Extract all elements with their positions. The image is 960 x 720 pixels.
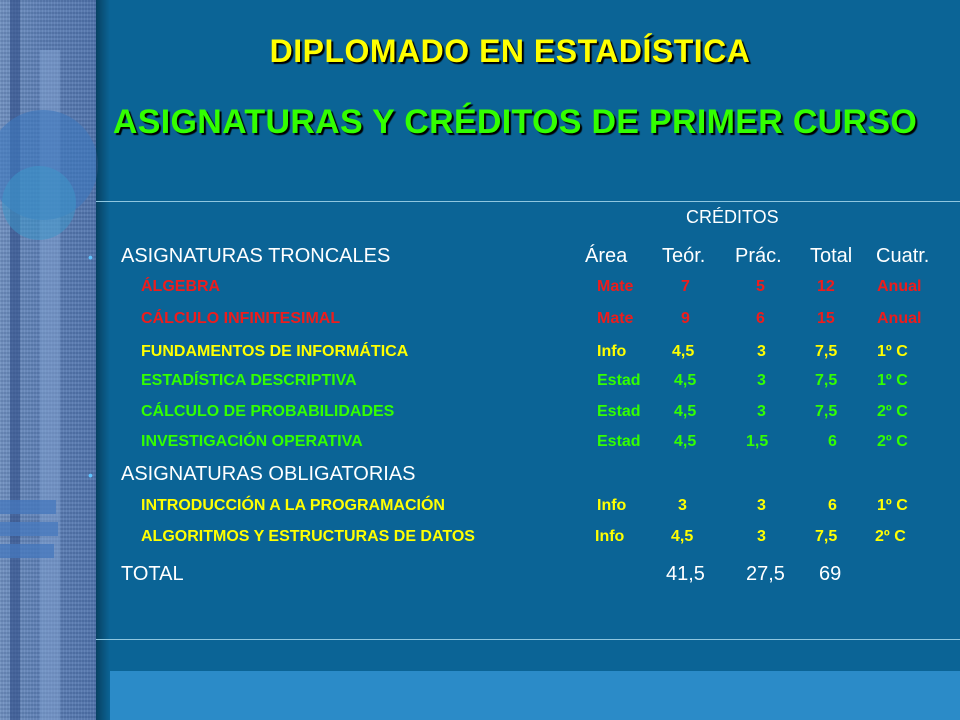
subject-total: 7,5	[815, 343, 838, 360]
subject-prac: 3	[757, 528, 766, 545]
subject-cuatr: Anual	[877, 310, 922, 327]
subject-name: ÁLGEBRA	[141, 278, 221, 295]
strip-shadow	[96, 0, 110, 720]
subject-cuatr: 2º C	[875, 528, 906, 545]
strip-bar	[0, 522, 58, 536]
subject-teor: 3	[678, 497, 687, 514]
subject-name: CÁLCULO DE PROBABILIDADES	[141, 403, 395, 420]
subject-area: Estad	[597, 372, 641, 389]
subject-area: Mate	[597, 278, 634, 295]
subject-area: Info	[597, 497, 627, 514]
subject-teor: 4,5	[674, 403, 697, 420]
decorative-left-strip	[0, 0, 98, 720]
divider-line	[96, 201, 960, 202]
subject-name: ESTADÍSTICA DESCRIPTIVA	[141, 372, 357, 389]
subject-cuatr: 2º C	[877, 433, 908, 450]
strip-bar	[0, 500, 56, 514]
subject-prac: 5	[756, 278, 765, 295]
subject-area: Mate	[597, 310, 634, 327]
subject-total: 6	[828, 433, 837, 450]
troncales-heading: ASIGNATURAS TRONCALES	[121, 245, 391, 267]
divider-line	[96, 639, 960, 640]
total-prac: 27,5	[746, 563, 785, 585]
total-teor: 41,5	[666, 563, 705, 585]
subject-cuatr: Anual	[877, 278, 922, 295]
subject-teor: 4,5	[674, 372, 697, 389]
subject-prac: 3	[757, 497, 766, 514]
subject-name: FUNDAMENTOS DE INFORMÁTICA	[141, 343, 409, 360]
strip-column	[10, 0, 20, 720]
subject-total: 15	[817, 310, 835, 327]
subject-area: Info	[595, 528, 625, 545]
bullet-icon: •	[88, 249, 93, 265]
subject-total: 7,5	[815, 372, 838, 389]
subject-prac: 6	[756, 310, 765, 327]
subject-cuatr: 1º C	[877, 372, 908, 389]
slide-title: DIPLOMADO EN ESTADÍSTICA	[269, 33, 751, 69]
subject-total: 6	[828, 497, 837, 514]
subject-teor: 4,5	[674, 433, 697, 450]
subject-area: Estad	[597, 433, 641, 450]
subject-cuatr: 1º C	[877, 497, 908, 514]
subject-total: 7,5	[815, 403, 838, 420]
subject-total: 12	[817, 278, 835, 295]
subject-prac: 1,5	[746, 433, 769, 450]
column-header-area: Área	[585, 245, 628, 267]
subject-area: Info	[597, 343, 627, 360]
subject-prac: 3	[757, 372, 766, 389]
total-credits: 69	[819, 563, 842, 585]
column-header-prac: Prác.	[735, 245, 782, 267]
column-header-cuatr: Cuatr.	[876, 245, 930, 267]
subject-cuatr: 1º C	[877, 343, 908, 360]
credits-header: CRÉDITOS	[686, 207, 779, 227]
subject-teor: 4,5	[672, 343, 695, 360]
bullet-icon: •	[88, 467, 93, 483]
subject-prac: 3	[757, 403, 766, 420]
subject-teor: 4,5	[671, 528, 694, 545]
strip-bar	[0, 544, 54, 558]
subject-prac: 3	[757, 343, 766, 360]
bottom-bar	[110, 671, 960, 720]
subject-name: INVESTIGACIÓN OPERATIVA	[141, 433, 363, 450]
subject-name: CÁLCULO INFINITESIMAL	[141, 310, 341, 327]
column-header-teor: Teór.	[662, 245, 706, 267]
subject-area: Estad	[597, 403, 641, 420]
subject-total: 7,5	[815, 528, 838, 545]
slide-subtitle: ASIGNATURAS Y CRÉDITOS DE PRIMER CURSO	[112, 103, 918, 141]
subject-cuatr: 2º C	[877, 403, 908, 420]
subject-name: ALGORITMOS Y ESTRUCTURAS DE DATOS	[141, 528, 475, 545]
total-label: TOTAL	[121, 563, 184, 585]
subject-name: INTRODUCCIÓN A LA PROGRAMACIÓN	[141, 497, 445, 514]
obligatorias-heading: ASIGNATURAS OBLIGATORIAS	[121, 463, 416, 485]
column-header-total: Total	[810, 245, 853, 267]
decorative-circle	[2, 166, 76, 240]
subject-teor: 9	[681, 310, 690, 327]
subject-teor: 7	[681, 278, 690, 295]
